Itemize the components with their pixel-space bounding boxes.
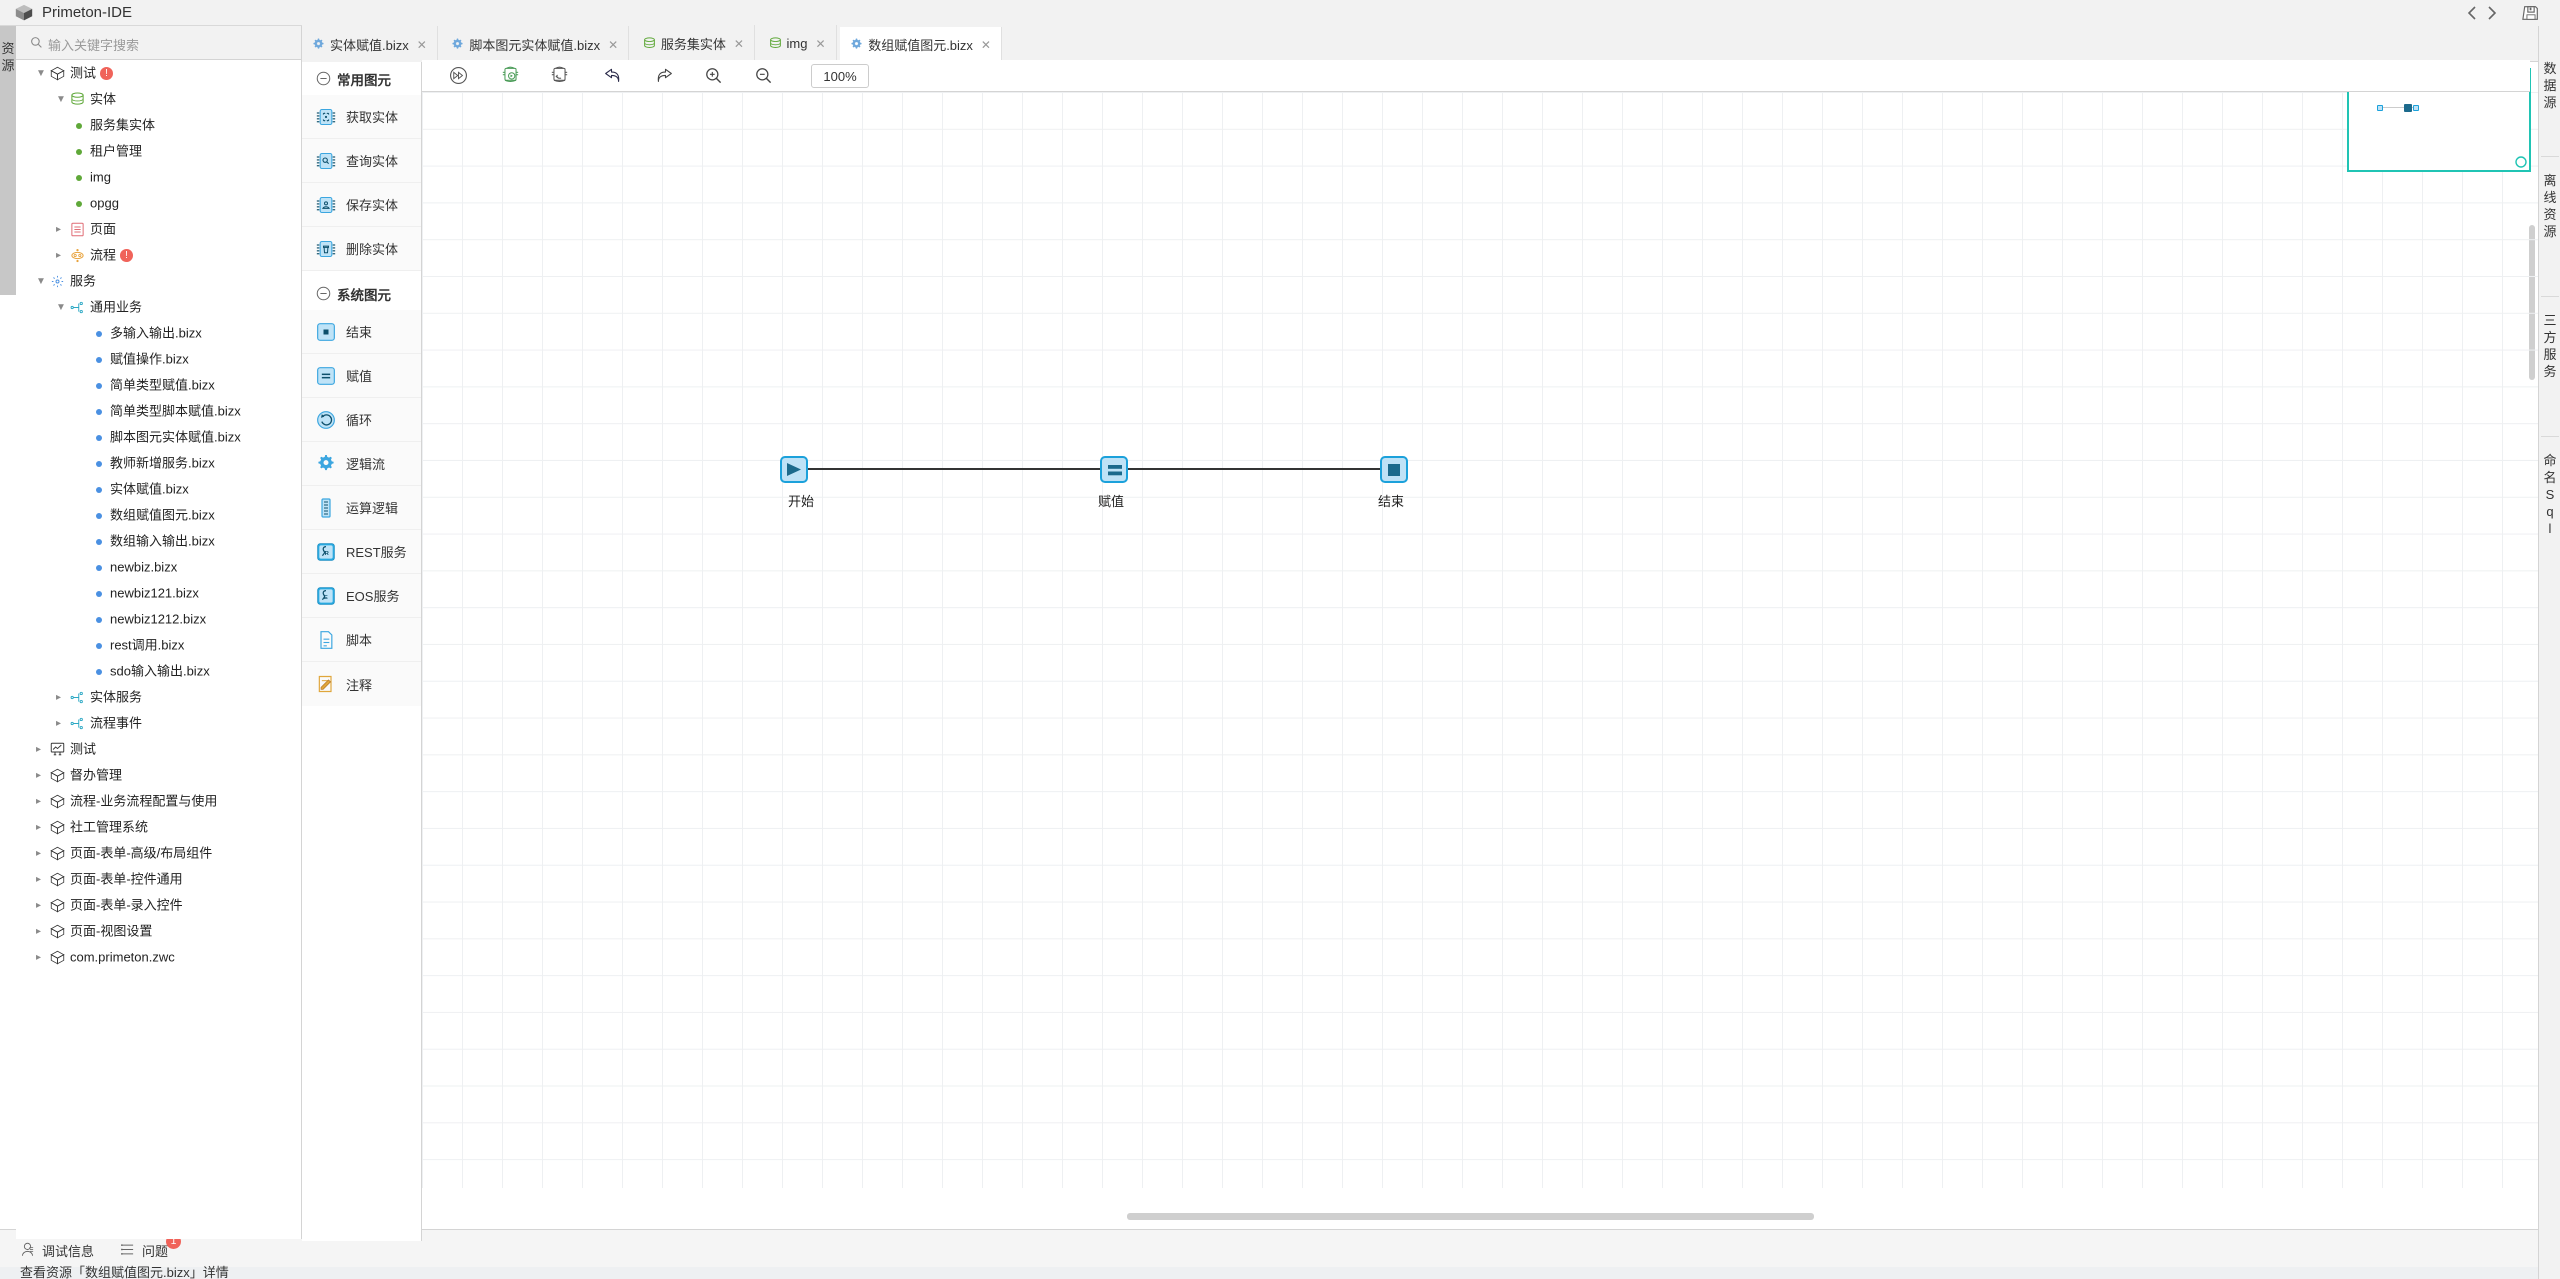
svg-text:E: E [324, 594, 328, 600]
